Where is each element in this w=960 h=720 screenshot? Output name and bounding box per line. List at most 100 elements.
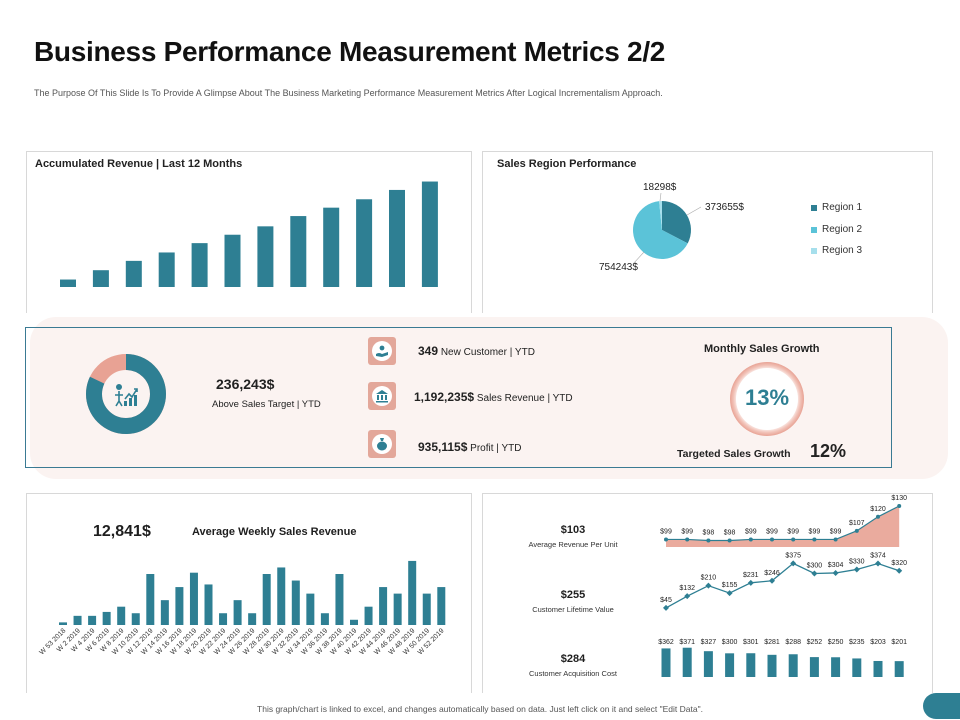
weekly-bar bbox=[248, 613, 257, 625]
avg-revenue-line bbox=[666, 505, 900, 542]
cac-label: $252 bbox=[807, 639, 823, 646]
profit-icon-box bbox=[368, 430, 396, 458]
weekly-bar bbox=[117, 606, 126, 625]
avg-revenue-label: $99 bbox=[660, 528, 672, 535]
weekly-bar bbox=[146, 574, 155, 625]
ltv-point bbox=[811, 570, 818, 577]
avg-revenue-label: $98 bbox=[724, 530, 736, 537]
avg-revenue-label: $107 bbox=[849, 520, 865, 527]
sales-revenue-icon-box bbox=[368, 382, 396, 410]
kpi-summary-box bbox=[25, 327, 892, 468]
acc-revenue-bar bbox=[60, 279, 76, 287]
cac-bar bbox=[725, 653, 735, 677]
pie-slice-2 bbox=[633, 201, 688, 259]
sales-region-pie-chart[interactable]: 373655$ 754243$ 18298$ bbox=[483, 152, 813, 312]
weekly-bar bbox=[131, 613, 140, 625]
avg-revenue-label: $130 bbox=[891, 495, 907, 502]
weekly-bar bbox=[306, 593, 315, 625]
ltv-label: $330 bbox=[849, 558, 865, 565]
weekly-bar bbox=[291, 580, 300, 625]
cac-label: $371 bbox=[679, 639, 695, 646]
sales-revenue-kpi: 1,192,235$ Sales Revenue | YTD bbox=[414, 390, 573, 404]
page-subtitle: The Purpose Of This Slide Is To Provide … bbox=[34, 88, 663, 98]
targeted-growth-value: 12% bbox=[810, 441, 847, 461]
new-customer-icon-box bbox=[368, 337, 396, 365]
unit-metrics-charts[interactable]: $99 $99 $98 $98 $99 $99 $99 $99 $99$107$120$130$… bbox=[483, 494, 932, 692]
above-target-value: 236,243$ bbox=[216, 376, 275, 392]
cac-bar bbox=[894, 661, 904, 677]
acc-revenue-bar bbox=[323, 207, 340, 287]
pie-slice-1 bbox=[662, 201, 691, 244]
avg-revenue-value: $103 bbox=[560, 524, 586, 536]
avg-revenue-label: $99 bbox=[809, 528, 821, 535]
weekly-bar bbox=[59, 622, 67, 625]
avg-revenue-point bbox=[748, 537, 753, 542]
cac-label: $201 bbox=[891, 639, 907, 646]
weekly-bar bbox=[408, 560, 417, 625]
avg-revenue-label: $99 bbox=[830, 528, 842, 535]
ltv-point bbox=[769, 577, 775, 584]
cac-label: $235 bbox=[849, 639, 865, 646]
legend-swatch-region-3 bbox=[811, 247, 817, 254]
acc-revenue-bar bbox=[290, 216, 307, 287]
weekly-bar bbox=[204, 584, 213, 625]
avg-revenue-point bbox=[770, 537, 774, 542]
pie-leader-line bbox=[686, 206, 702, 216]
legend-swatch-region-1 bbox=[811, 204, 817, 211]
weekly-sales-label: Average Weekly Sales Revenue bbox=[192, 526, 357, 538]
cac-bar bbox=[682, 647, 692, 677]
acc-revenue-bar bbox=[191, 243, 208, 287]
avg-revenue-point bbox=[706, 538, 711, 543]
profit-kpi: 935,115$ Profit | YTD bbox=[418, 440, 522, 454]
acc-revenue-bar bbox=[92, 270, 109, 287]
accumulated-revenue-chart[interactable] bbox=[27, 152, 471, 312]
ltv-point bbox=[896, 567, 903, 574]
weekly-bar bbox=[364, 606, 373, 625]
ltv-point bbox=[705, 582, 712, 589]
avg-revenue-label: $99 bbox=[766, 528, 778, 535]
ltv-label: $300 bbox=[807, 563, 823, 570]
ltv-point bbox=[875, 560, 881, 567]
ltv-label: $132 bbox=[679, 585, 695, 592]
sales-revenue-label: Sales Revenue | YTD bbox=[476, 393, 573, 404]
avg-revenue-label: $99 bbox=[745, 528, 757, 535]
weekly-bar bbox=[102, 611, 111, 625]
targeted-growth-label: Targeted Sales Growth bbox=[677, 448, 791, 460]
ltv-label: $45 bbox=[660, 597, 672, 604]
sales-region-title: Sales Region Performance bbox=[497, 158, 637, 170]
ltv-label: $304 bbox=[828, 562, 844, 569]
weekly-bar bbox=[160, 600, 169, 625]
unit-metrics-panel: $103 Average Revenue Per Unit $255 Custo… bbox=[482, 493, 933, 693]
weekly-bar bbox=[437, 587, 446, 625]
weekly-bar bbox=[335, 574, 344, 625]
customer-hand-icon bbox=[376, 345, 388, 357]
pie-leader-line bbox=[632, 251, 645, 265]
monthly-growth-title: Monthly Sales Growth bbox=[704, 343, 820, 355]
avg-revenue-label: $99 bbox=[681, 528, 693, 535]
avg-revenue-label: $99 bbox=[787, 528, 799, 535]
profit-label: Profit | YTD bbox=[470, 443, 522, 454]
sales-revenue-value: 1,192,235$ bbox=[414, 390, 475, 404]
acc-revenue-bar bbox=[389, 189, 405, 287]
cac-label: $327 bbox=[701, 639, 717, 646]
ltv-value: $255 bbox=[560, 589, 586, 601]
ltv-point bbox=[663, 604, 669, 611]
avg-revenue-area bbox=[666, 506, 900, 547]
monthly-growth-ring bbox=[730, 362, 804, 436]
avg-revenue-point bbox=[727, 538, 732, 543]
ltv-label: $231 bbox=[743, 572, 759, 579]
monthly-growth-value: 13% bbox=[744, 385, 790, 410]
cac-label: $362 bbox=[658, 639, 674, 646]
cac-bar bbox=[873, 660, 883, 677]
cac-label: $250 bbox=[828, 639, 844, 646]
legend-region-2: Region 2 bbox=[811, 224, 862, 235]
avg-revenue-point bbox=[812, 537, 817, 542]
cac-bar bbox=[746, 653, 756, 677]
avg-revenue-point bbox=[685, 537, 690, 542]
money-bag-icon bbox=[377, 438, 387, 451]
cac-bar bbox=[703, 651, 713, 677]
ltv-point bbox=[684, 593, 691, 600]
avg-revenue-label: $98 bbox=[703, 530, 715, 537]
weekly-bar bbox=[175, 587, 184, 625]
